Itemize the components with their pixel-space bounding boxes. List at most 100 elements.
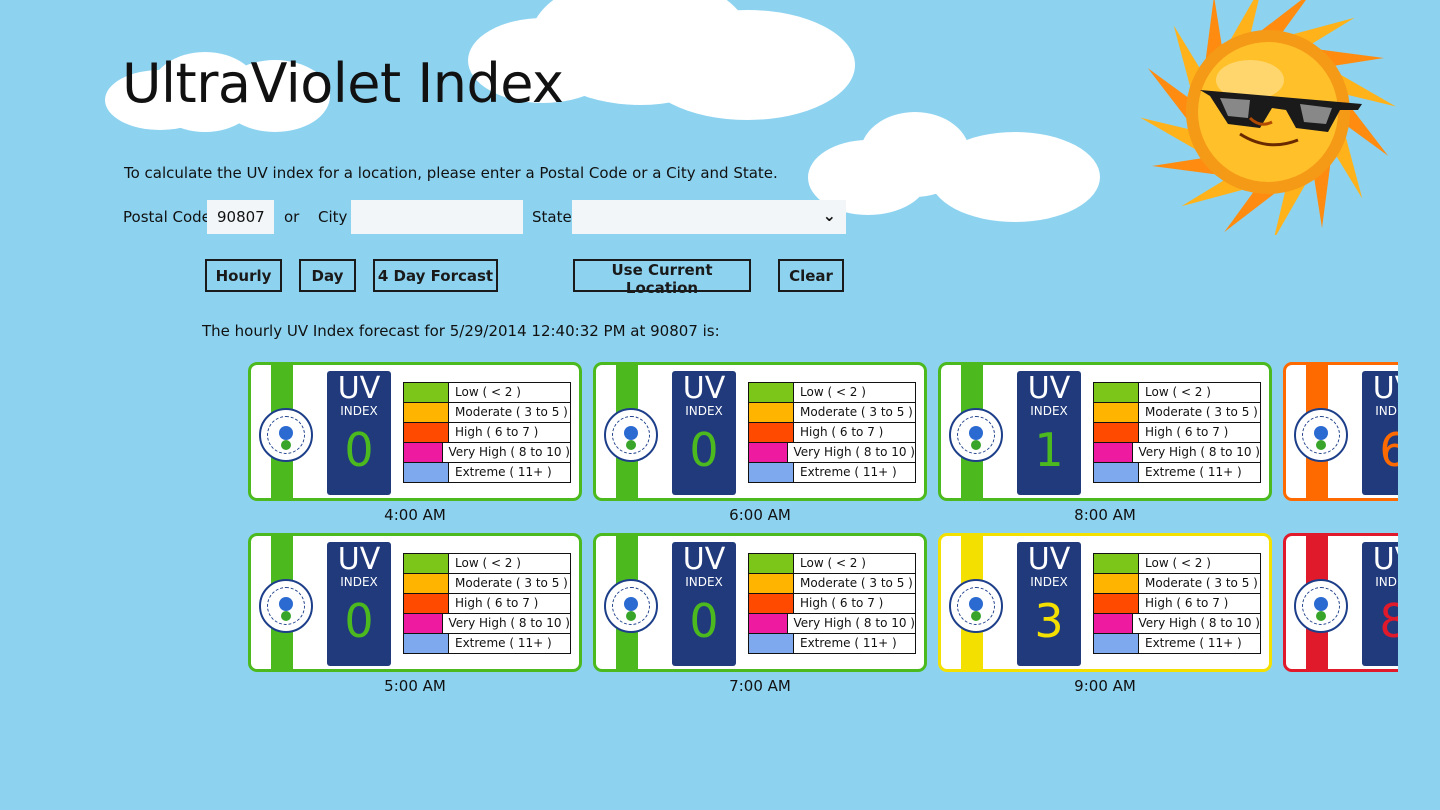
uv-index-value: 8 — [1362, 596, 1398, 646]
legend-swatch — [404, 423, 449, 442]
legend-swatch — [404, 634, 449, 653]
uv-card: UVINDEX8Low ( < 2 )Moderate ( 3 to 5 )Hi… — [1283, 533, 1398, 672]
uv-badge: UV INDEX 0 — [672, 371, 736, 495]
uv-badge-subtitle: INDEX — [685, 575, 723, 589]
city-label: City — [318, 208, 348, 226]
forecast-time: 6:00 AM — [729, 506, 791, 524]
legend-swatch — [749, 383, 794, 402]
forecast-time: 7:00 AM — [729, 677, 791, 695]
legend-label: Low ( < 2 ) — [800, 556, 866, 570]
uv-badge-subtitle: INDEX — [1030, 404, 1068, 418]
legend-label: High ( 6 to 7 ) — [1145, 425, 1229, 439]
uv-legend: Low ( < 2 ) Moderate ( 3 to 5 ) High ( 6 t… — [1093, 553, 1261, 654]
legend-swatch — [749, 443, 788, 462]
legend-row: Moderate ( 3 to 5 ) — [749, 403, 915, 423]
legend-swatch — [1094, 574, 1139, 593]
legend-row: High ( 6 to 7 ) — [749, 423, 915, 443]
legend-row: Moderate ( 3 to 5 ) — [749, 574, 915, 594]
legend-swatch — [749, 574, 794, 593]
uv-index-value: 0 — [689, 594, 719, 648]
forecast-time: 5:00 AM — [384, 677, 446, 695]
uv-badge: UV INDEX 0 — [672, 542, 736, 666]
postal-code-input[interactable] — [207, 200, 274, 234]
uv-index-value: 0 — [344, 423, 374, 477]
sun-icon — [1140, 0, 1396, 235]
uv-badge-subtitle: INDEX — [1030, 575, 1068, 589]
uv-legend: Low ( < 2 ) Moderate ( 3 to 5 ) High ( 6 t… — [748, 553, 916, 654]
legend-row: High ( 6 to 7 ) — [749, 594, 915, 614]
legend-row: Moderate ( 3 to 5 ) — [404, 403, 570, 423]
legend-swatch — [749, 403, 794, 422]
legend-swatch — [749, 554, 794, 573]
legend-row: Extreme ( 11+ ) — [1094, 463, 1260, 483]
legend-row: Very High ( 8 to 10 ) — [1094, 614, 1260, 634]
legend-label: High ( 6 to 7 ) — [1145, 596, 1229, 610]
clear-button[interactable]: Clear — [778, 259, 844, 292]
uv-badge-title: UV — [1372, 371, 1398, 406]
uv-forecast-item: UV INDEX 0 Low ( < 2 ) Moderate ( 3 to 5 ) Hi… — [593, 362, 927, 532]
legend-label: Moderate ( 3 to 5 ) — [800, 576, 913, 590]
app-title: UltraViolet Index — [122, 52, 564, 115]
legend-swatch — [749, 463, 794, 482]
legend-label: Low ( < 2 ) — [455, 556, 521, 570]
legend-swatch — [1094, 443, 1133, 462]
legend-label: Extreme ( 11+ ) — [1145, 636, 1242, 650]
legend-row: Very High ( 8 to 10 ) — [1094, 443, 1260, 463]
legend-label: Moderate ( 3 to 5 ) — [455, 405, 568, 419]
day-button[interactable]: Day — [299, 259, 356, 292]
legend-swatch — [404, 383, 449, 402]
legend-label: Moderate ( 3 to 5 ) — [1145, 576, 1258, 590]
use-current-location-button[interactable]: Use Current Location — [573, 259, 751, 297]
legend-row: Very High ( 8 to 10 ) — [404, 443, 570, 463]
legend-row: Extreme ( 11+ ) — [749, 634, 915, 654]
uv-card: UV INDEX 0 Low ( < 2 ) Moderate ( 3 to 5 ) Hi… — [593, 533, 927, 672]
uv-badge-title: UV — [337, 542, 381, 577]
legend-label: High ( 6 to 7 ) — [800, 425, 884, 439]
legend-swatch — [749, 614, 788, 633]
uv-forecast-item: UV INDEX 3 Low ( < 2 ) Moderate ( 3 to 5 ) Hi… — [938, 533, 1272, 702]
state-select[interactable]: ⌄ — [572, 200, 846, 234]
uv-badge: UV INDEX 0 — [327, 542, 391, 666]
legend-label: Moderate ( 3 to 5 ) — [455, 576, 568, 590]
legend-label: Low ( < 2 ) — [800, 385, 866, 399]
uv-forecast-item: UV INDEX 1 Low ( < 2 ) Moderate ( 3 to 5 ) Hi… — [938, 362, 1272, 532]
uv-forecast-item: UV INDEX 0 Low ( < 2 ) Moderate ( 3 to 5 ) Hi… — [248, 362, 582, 532]
uv-forecast-item: UVINDEX6Low ( < 2 )Moderate ( 3 to 5 )Hi… — [1283, 362, 1398, 532]
uv-legend: Low ( < 2 ) Moderate ( 3 to 5 ) High ( 6 t… — [1093, 382, 1261, 483]
legend-row: Very High ( 8 to 10 ) — [404, 614, 570, 634]
uv-index-value: 3 — [1034, 594, 1064, 648]
legend-label: Low ( < 2 ) — [455, 385, 521, 399]
legend-label: Extreme ( 11+ ) — [800, 465, 897, 479]
forecast-time: 9:00 AM — [1074, 677, 1136, 695]
uv-forecast-grid: UV INDEX 0 Low ( < 2 ) Moderate ( 3 to 5 ) Hi… — [248, 362, 1398, 702]
uv-card: UV INDEX 1 Low ( < 2 ) Moderate ( 3 to 5 ) Hi… — [938, 362, 1272, 501]
hourly-button[interactable]: Hourly — [205, 259, 282, 292]
legend-swatch — [404, 463, 449, 482]
legend-swatch — [404, 443, 443, 462]
uv-forecast-item: UV INDEX 0 Low ( < 2 ) Moderate ( 3 to 5 ) Hi… — [593, 533, 927, 702]
forecast-time: 8:00 AM — [1074, 506, 1136, 524]
legend-label: Very High ( 8 to 10 ) — [448, 445, 570, 459]
uv-forecast-item: UVINDEX8Low ( < 2 )Moderate ( 3 to 5 )Hi… — [1283, 533, 1398, 702]
uv-legend: Low ( < 2 ) Moderate ( 3 to 5 ) High ( 6 t… — [403, 553, 571, 654]
four-day-forecast-button[interactable]: 4 Day Forcast — [373, 259, 498, 292]
uv-badge-subtitle: INDEX — [1375, 575, 1398, 589]
legend-row: High ( 6 to 7 ) — [1094, 594, 1260, 614]
legend-swatch — [749, 594, 794, 613]
legend-label: High ( 6 to 7 ) — [800, 596, 884, 610]
legend-swatch — [404, 594, 449, 613]
uv-badge-title: UV — [1372, 542, 1398, 577]
epa-seal-icon — [1294, 408, 1348, 462]
or-label: or — [284, 208, 300, 226]
uv-badge-subtitle: INDEX — [1375, 404, 1398, 418]
legend-row: Very High ( 8 to 10 ) — [749, 614, 915, 634]
legend-row: High ( 6 to 7 ) — [1094, 423, 1260, 443]
legend-swatch — [1094, 614, 1133, 633]
uv-badge: UV INDEX 3 — [1017, 542, 1081, 666]
legend-row: Moderate ( 3 to 5 ) — [1094, 403, 1260, 423]
city-input[interactable] — [351, 200, 523, 234]
legend-row: Extreme ( 11+ ) — [1094, 634, 1260, 654]
legend-label: Very High ( 8 to 10 ) — [1138, 616, 1260, 630]
legend-swatch — [1094, 634, 1139, 653]
